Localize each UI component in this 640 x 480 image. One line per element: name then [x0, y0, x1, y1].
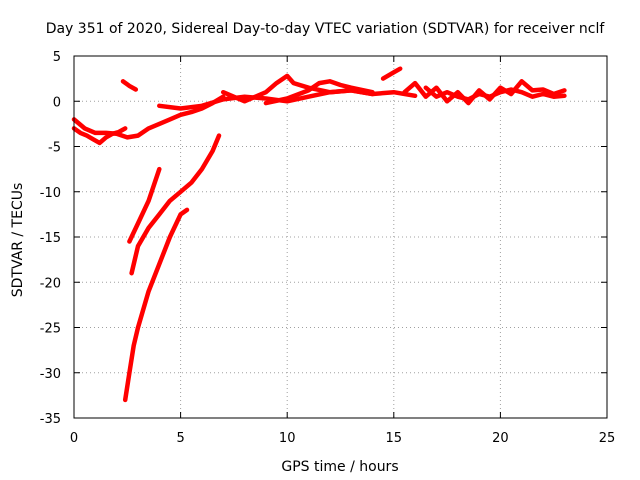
- chart-title: Day 351 of 2020, Sidereal Day-to-day VTE…: [46, 21, 606, 37]
- grid: [74, 56, 607, 418]
- y-tick-labels: 5 0 -5 -10 -15 -20 -25 -30 -35: [40, 50, 61, 427]
- y-tick-label: -10: [40, 186, 61, 201]
- y-tick-label: -5: [48, 141, 61, 156]
- x-tick-labels: 0 5 10 15 20 25: [70, 431, 615, 446]
- data-series: [71, 66, 567, 403]
- y-tick-label: 5: [53, 50, 61, 65]
- x-axis-label: GPS time / hours: [281, 459, 398, 475]
- series-arc-9: [120, 79, 139, 92]
- series-arc-2: [71, 94, 226, 140]
- series-arc-4: [220, 73, 375, 104]
- y-axis-label: SDTVAR / TECUs: [10, 183, 26, 298]
- x-tick-label: 0: [70, 431, 78, 446]
- x-tick-label: 5: [176, 431, 184, 446]
- x-tick-label: 20: [492, 431, 509, 446]
- plot-frame: [73, 55, 608, 419]
- x-tick-label: 25: [599, 431, 616, 446]
- x-tick-label: 10: [279, 431, 296, 446]
- y-tick-label: 0: [53, 95, 61, 110]
- series-arc-11: [129, 133, 222, 276]
- x-tick-label: 15: [386, 431, 403, 446]
- y-tick-label: -15: [40, 231, 61, 246]
- series-arc-12: [122, 207, 190, 403]
- axis-ticks: [73, 55, 608, 419]
- series-arc-8: [423, 85, 567, 102]
- y-tick-label: -30: [40, 367, 61, 382]
- y-tick-label: -25: [40, 322, 61, 337]
- series-arc-6: [380, 66, 403, 81]
- series-arc-5: [263, 79, 375, 106]
- series-arc-10: [127, 166, 162, 244]
- y-tick-label: -20: [40, 276, 61, 291]
- y-tick-label: -35: [40, 412, 61, 427]
